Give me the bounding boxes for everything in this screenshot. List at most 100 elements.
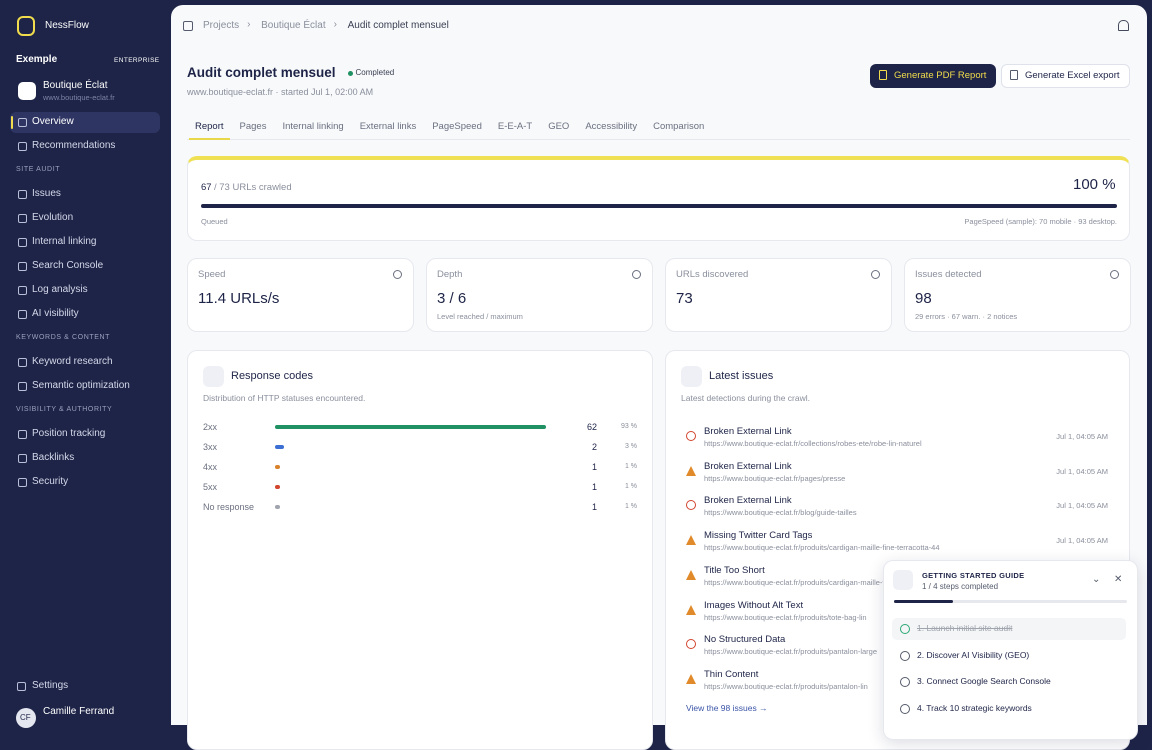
nav-item[interactable]: Search Console xyxy=(32,260,104,271)
code-count: 62 xyxy=(586,422,597,432)
breadcrumb-item[interactable]: Projects xyxy=(203,20,240,31)
tab[interactable]: Comparison xyxy=(653,121,705,132)
step-label[interactable]: 2. Discover AI Visibility (GEO) xyxy=(917,649,1030,660)
stat-card xyxy=(665,258,892,332)
step-done-bg xyxy=(892,618,1126,640)
code-bar xyxy=(275,485,280,489)
sidebar-toggle[interactable] xyxy=(183,21,193,31)
issue-title[interactable]: No Structured Data xyxy=(704,634,786,646)
nav-item[interactable]: Evolution xyxy=(32,212,74,223)
warning-icon xyxy=(686,673,696,684)
workspace[interactable]: Exemple xyxy=(16,54,58,65)
error-icon xyxy=(686,639,696,650)
logo xyxy=(17,16,35,36)
step-label[interactable]: 3. Connect Google Search Console xyxy=(917,676,1051,686)
guide-track xyxy=(894,600,1127,603)
nav-item[interactable]: Keyword research xyxy=(32,356,113,367)
issue-url: https://www.boutique-eclat.fr/blog/guide… xyxy=(704,508,857,518)
step-label[interactable]: 4. Track 10 strategic keywords xyxy=(917,702,1032,713)
tab[interactable]: Accessibility xyxy=(585,121,638,132)
breadcrumb-sep: › xyxy=(247,19,251,30)
code-share: 1 % xyxy=(624,463,637,470)
crawl-state: Queued xyxy=(201,217,228,226)
guide-title: GETTING STARTED GUIDE xyxy=(922,571,1025,580)
excel-button[interactable] xyxy=(1001,64,1130,88)
issue-url: https://www.boutique-eclat.fr/produits/p… xyxy=(704,647,878,657)
settings[interactable]: Settings xyxy=(32,680,69,691)
step-check[interactable] xyxy=(900,677,910,687)
tab[interactable]: External links xyxy=(359,121,417,132)
user-name[interactable]: Camille Ferrand xyxy=(43,706,115,717)
tab[interactable]: Pages xyxy=(239,121,267,132)
nav-icon xyxy=(18,286,27,295)
nav-section: KEYWORDS & CONTENT xyxy=(16,334,111,341)
stat-icon xyxy=(1110,270,1119,279)
nav-icon xyxy=(18,310,27,319)
issue-title[interactable]: Title Too Short xyxy=(704,564,765,576)
step-label[interactable]: 1. Launch initial site audit xyxy=(917,623,1013,633)
nav-item[interactable]: AI visibility xyxy=(32,308,79,319)
nav-item[interactable]: Internal linking xyxy=(32,236,97,247)
nav-icon xyxy=(18,430,27,439)
nav-item[interactable]: Issues xyxy=(32,188,61,199)
tab[interactable]: E-E-A-T xyxy=(497,121,533,132)
step-check[interactable] xyxy=(900,624,910,634)
collapse[interactable]: ⌄ xyxy=(1092,574,1101,585)
close[interactable]: ✕ xyxy=(1114,574,1123,585)
tab[interactable]: PageSpeed xyxy=(432,121,482,132)
site-icon xyxy=(18,82,36,100)
nav-icon xyxy=(18,190,27,199)
code-count: 1 xyxy=(591,482,597,492)
tab[interactable]: Internal linking xyxy=(282,121,344,132)
nav-item[interactable]: Log analysis xyxy=(32,284,88,295)
issue-title[interactable]: Images Without Alt Text xyxy=(704,599,804,611)
code-bar xyxy=(275,505,280,509)
issue-time: Jul 1, 04:05 AM xyxy=(1056,536,1108,546)
tab[interactable]: Report xyxy=(195,121,224,132)
issue-url: https://www.boutique-eclat.fr/produits/p… xyxy=(704,681,868,691)
issue-title[interactable]: Broken External Link xyxy=(704,495,792,507)
site-name[interactable]: Boutique Éclat xyxy=(43,80,108,91)
brand: NessFlow xyxy=(45,20,89,31)
stat-note: Level reached / maximum xyxy=(437,312,523,321)
stat-label: Speed xyxy=(198,269,226,280)
tab[interactable]: GEO xyxy=(548,121,570,132)
code-label: 4xx xyxy=(203,462,218,472)
stat-note: 29 errors · 67 warn. · 2 notices xyxy=(915,312,1018,321)
nav-item[interactable]: Security xyxy=(32,476,69,487)
stat-value: 11.4 URLs/s xyxy=(198,290,280,307)
stat-card xyxy=(426,258,653,332)
step-check[interactable] xyxy=(900,703,910,714)
issue-url: https://www.boutique-eclat.fr/collection… xyxy=(704,439,922,448)
code-share: 3 % xyxy=(624,443,637,450)
issue-title[interactable]: Broken External Link xyxy=(704,460,792,472)
nav-item[interactable]: Semantic optimization xyxy=(32,380,130,391)
breadcrumb-sep: › xyxy=(333,19,337,30)
nav-item[interactable]: Overview xyxy=(32,116,74,127)
nav-item[interactable]: Position tracking xyxy=(32,428,106,439)
nav-icon xyxy=(18,214,27,223)
pdf-button[interactable] xyxy=(870,64,996,88)
code-count: 2 xyxy=(591,442,597,452)
nav-item[interactable]: Recommendations xyxy=(32,140,116,151)
nav-icon xyxy=(18,382,27,391)
code-bar xyxy=(275,425,546,429)
tabs-line xyxy=(187,139,1130,140)
nav-section: SITE AUDIT xyxy=(16,166,61,173)
page-meta: www.boutique-eclat.fr · started Jul 1, 0… xyxy=(187,87,374,97)
issue-title[interactable]: Thin Content xyxy=(704,668,759,680)
crawl-card xyxy=(187,156,1130,241)
issues-icon xyxy=(681,366,702,387)
issue-title[interactable]: Broken External Link xyxy=(704,426,792,437)
step-check[interactable] xyxy=(900,650,910,661)
code-label: 5xx xyxy=(203,482,218,492)
issue-title[interactable]: Missing Twitter Card Tags xyxy=(704,530,813,542)
code-count: 1 xyxy=(591,462,597,472)
breadcrumb-item[interactable]: Boutique Éclat xyxy=(261,20,326,31)
stat-value: 98 xyxy=(915,290,932,307)
guide-fill xyxy=(894,600,953,603)
issues-link[interactable]: View the 98 issues → xyxy=(686,703,768,713)
bell[interactable] xyxy=(1118,20,1129,31)
card-title: Latest issues xyxy=(709,370,774,382)
nav-item[interactable]: Backlinks xyxy=(32,452,75,463)
